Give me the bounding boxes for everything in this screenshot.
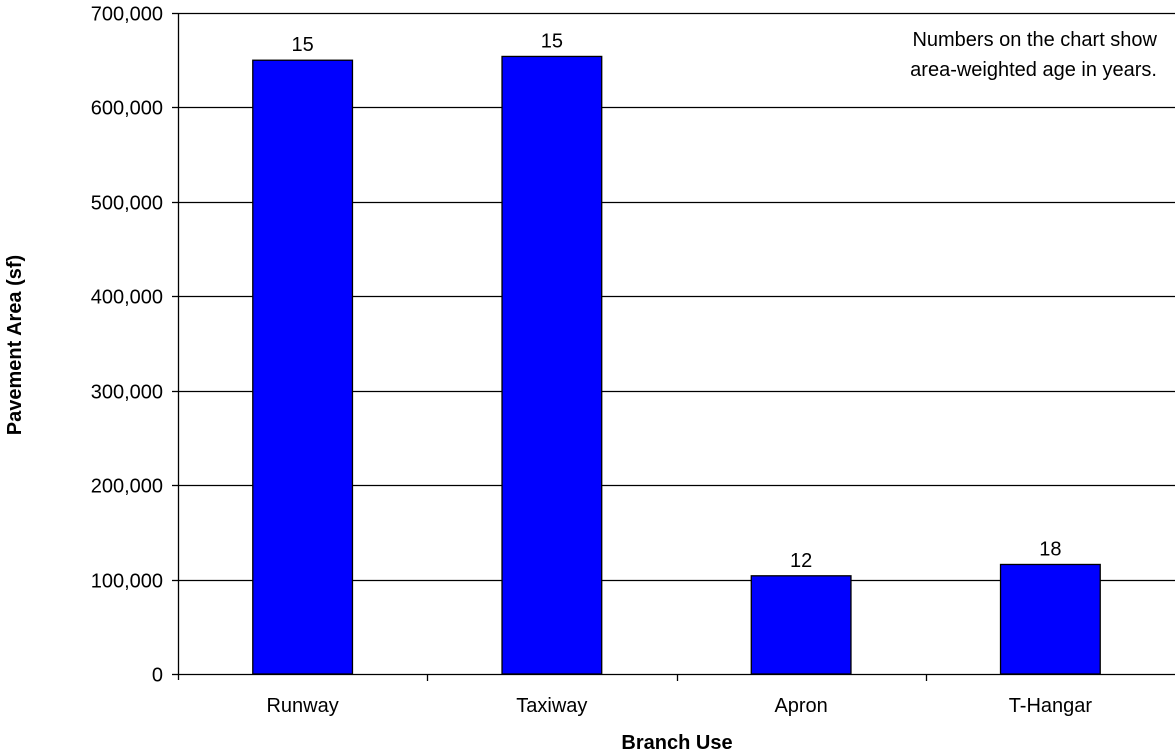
y-tick-label: 100,000 (91, 571, 163, 593)
data-label: 15 (292, 34, 314, 56)
y-tick-label: 700,000 (91, 4, 163, 26)
axes (172, 12, 1175, 681)
y-tick-label: 500,000 (91, 193, 163, 215)
y-tick-label: 0 (152, 665, 163, 687)
y-tick-label: 300,000 (91, 382, 163, 404)
x-tick-label: Apron (774, 695, 827, 717)
bar-t-hangar (999, 563, 1101, 675)
y-axis-title: Pavement Area (sf) (4, 255, 26, 435)
y-tick-label: 400,000 (91, 287, 163, 309)
data-label: 15 (541, 30, 563, 52)
x-tick-label: Taxiway (516, 695, 587, 717)
y-tick-labels: 0 100,000 200,000 300,000 400,000 500,000 600,… (91, 4, 163, 687)
data-label: 12 (790, 550, 812, 572)
bar-runway (252, 59, 354, 675)
y-tick-label: 200,000 (91, 476, 163, 498)
x-axis-title: Branch Use (621, 732, 732, 754)
bar-apron (750, 575, 852, 675)
x-tick-label: Runway (266, 695, 338, 717)
annotation-line-1: Numbers on the chart show (912, 29, 1157, 51)
annotation-line-2: area-weighted age in years. (910, 59, 1157, 81)
bar-taxiway (501, 55, 603, 675)
data-labels: 15 15 12 18 (292, 30, 1062, 571)
bars (252, 55, 1101, 675)
x-tick-label: T-Hangar (1009, 695, 1093, 717)
x-tick-labels: Runway Taxiway Apron T-Hangar (266, 695, 1092, 717)
y-tick-label: 600,000 (91, 98, 163, 120)
data-label: 18 (1039, 538, 1061, 560)
